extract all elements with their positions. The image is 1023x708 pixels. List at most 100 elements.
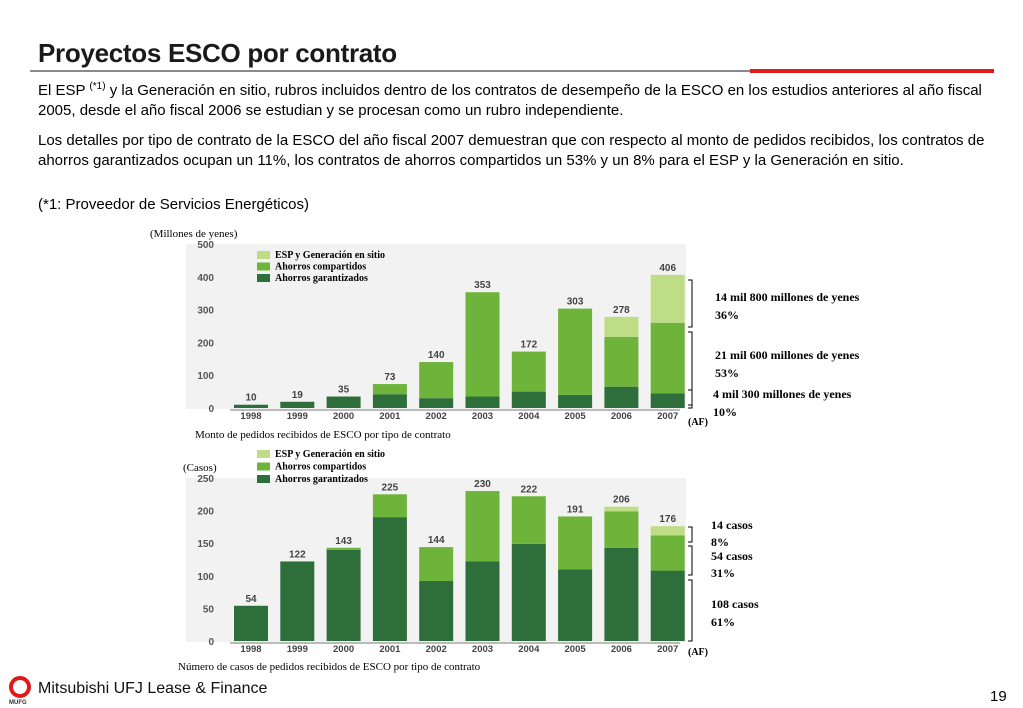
cases-y-tick-label: 50 [203, 604, 215, 615]
cases-bar-2002-1 [419, 547, 454, 582]
amount-y-tick-label: 200 [197, 338, 214, 349]
amount-legend-label-2: Ahorros garantizados [275, 273, 368, 284]
intro-text-end: y la Generación en sitio, rubros incluid… [38, 82, 982, 119]
cases-x-tick-label: 2000 [333, 644, 354, 655]
cases-x-tick-label: 2003 [472, 644, 493, 655]
amount-x-tick-label: 1998 [240, 411, 261, 422]
cases-legend-label-2: Ahorros garantizados [275, 474, 368, 485]
cases-bar-2004-1 [511, 496, 546, 544]
cases-bar-2006-1 [604, 511, 639, 548]
amount-total-label: 73 [384, 372, 396, 383]
cases-bracket-2 [688, 579, 693, 642]
cases-total-label: 176 [659, 514, 676, 525]
amount-annotation-value: 21 mil 600 millones de yenes [715, 348, 860, 362]
cases-bar-2007-0 [650, 570, 685, 641]
amount-caption: Monto de pedidos recibidos de ESCO por t… [195, 429, 451, 441]
cases-caption: Número de casos de pedidos recibidos de … [178, 661, 481, 673]
amount-bar-2004-1 [511, 351, 546, 392]
amount-bar-2007-1 [650, 322, 685, 394]
cases-bar-2003-0 [465, 561, 500, 641]
intro-text-start: El ESP [38, 82, 90, 99]
cases-unit-label: (Casos) [183, 462, 217, 474]
amount-x-tick-label: 2001 [379, 411, 401, 422]
amount-bar-2006-2 [604, 316, 639, 337]
cases-total-label: 144 [428, 535, 445, 546]
footnote: (*1: Proveedor de Servicios Energéticos) [38, 196, 309, 213]
cases-x-tick-label: 1999 [287, 644, 308, 655]
amount-y-tick-label: 400 [197, 273, 214, 284]
amount-bar-2000-0 [326, 396, 361, 408]
footnote-marker: (*1) [89, 81, 106, 92]
cases-legend-swatch-1 [257, 462, 270, 471]
cases-bar-2006-2 [604, 506, 639, 512]
cases-bar-2004-0 [511, 543, 546, 641]
cases-total-label: 222 [520, 484, 537, 495]
amount-bar-2002-1 [419, 362, 454, 399]
cases-y-tick-label: 100 [197, 572, 214, 583]
amount-unit-label: (Millones de yenes) [150, 228, 238, 240]
amount-y-tick-label: 100 [197, 371, 214, 382]
cases-bracket-1 [688, 545, 693, 576]
cases-period-label: (AF) [688, 647, 708, 658]
amount-bar-1999-0 [280, 401, 315, 408]
cases-annotation-share: 8% [711, 535, 729, 549]
amount-bar-2001-1 [372, 384, 407, 395]
cases-annotation-share: 31% [711, 566, 735, 580]
amount-total-label: 172 [520, 340, 537, 351]
cases-legend-swatch-2 [257, 475, 270, 483]
amount-annotation-share: 36% [715, 308, 739, 322]
cases-bar-1999-0 [280, 561, 315, 641]
amount-total-label: 406 [659, 263, 676, 274]
cases-x-tick-label: 2006 [611, 644, 632, 655]
amount-bar-2003-1 [465, 292, 500, 397]
amount-total-label: 353 [474, 280, 491, 291]
mufg-logo: MUFG [9, 676, 31, 706]
cases-bar-2007-2 [650, 526, 685, 536]
cases-total-label: 54 [245, 594, 257, 605]
cases-total-label: 122 [289, 549, 306, 560]
cases-total-label: 143 [335, 536, 352, 547]
cases-x-tick-label: 2002 [426, 644, 447, 655]
cases-total-label: 191 [567, 504, 584, 515]
amount-legend-swatch-1 [257, 262, 270, 271]
amount-bar-2003-0 [465, 396, 500, 408]
amount-x-tick-label: 2002 [426, 411, 447, 422]
amount-total-label: 140 [428, 350, 445, 361]
amount-bar-2006-1 [604, 336, 639, 387]
cases-bar-2001-0 [372, 517, 407, 641]
cases-x-tick-label: 1998 [240, 644, 261, 655]
title-accent-bar [750, 69, 994, 73]
amount-total-label: 303 [567, 297, 584, 308]
cases-bar-2005-0 [558, 569, 593, 641]
amount-x-tick-label: 2004 [518, 411, 540, 422]
slide-title: Proyectos ESCO por contrato [38, 38, 397, 68]
amount-total-label: 35 [338, 385, 350, 396]
cases-annotation-value: 54 casos [711, 549, 753, 563]
title-divider [30, 70, 994, 72]
cases-bar-2002-0 [419, 581, 454, 641]
company-name: Mitsubishi UFJ Lease & Finance [38, 680, 268, 697]
cases-bar-2001-1 [372, 494, 407, 518]
amount-bracket-2 [688, 389, 693, 409]
amount-bar-2007-0 [650, 393, 685, 408]
page-number: 19 [990, 688, 1007, 705]
cases-bracket-0 [688, 526, 693, 543]
amount-annotation-share: 10% [713, 405, 737, 419]
cases-legend-swatch-0 [257, 450, 270, 458]
cases-annotation-share: 61% [711, 615, 735, 629]
cases-legend-label-1: Ahorros compartidos [275, 462, 366, 473]
amount-bar-2005-1 [558, 308, 593, 395]
cases-bar-2000-0 [326, 549, 361, 641]
amount-legend-label-1: Ahorros compartidos [275, 262, 366, 273]
cases-y-tick-label: 0 [208, 637, 214, 648]
amount-legend-label-0: ESP y Generación en sitio [275, 250, 385, 261]
cases-bar-2006-0 [604, 547, 639, 641]
amount-x-tick-label: 2007 [657, 411, 678, 422]
amount-bar-2002-0 [419, 398, 454, 408]
amount-annotation-share: 53% [715, 366, 739, 380]
amount-bar-2006-0 [604, 386, 639, 408]
amount-x-tick-label: 2000 [333, 411, 354, 422]
amount-bar-2007-2 [650, 274, 685, 323]
amount-x-tick-label: 1999 [287, 411, 308, 422]
cases-total-label: 225 [382, 482, 399, 493]
